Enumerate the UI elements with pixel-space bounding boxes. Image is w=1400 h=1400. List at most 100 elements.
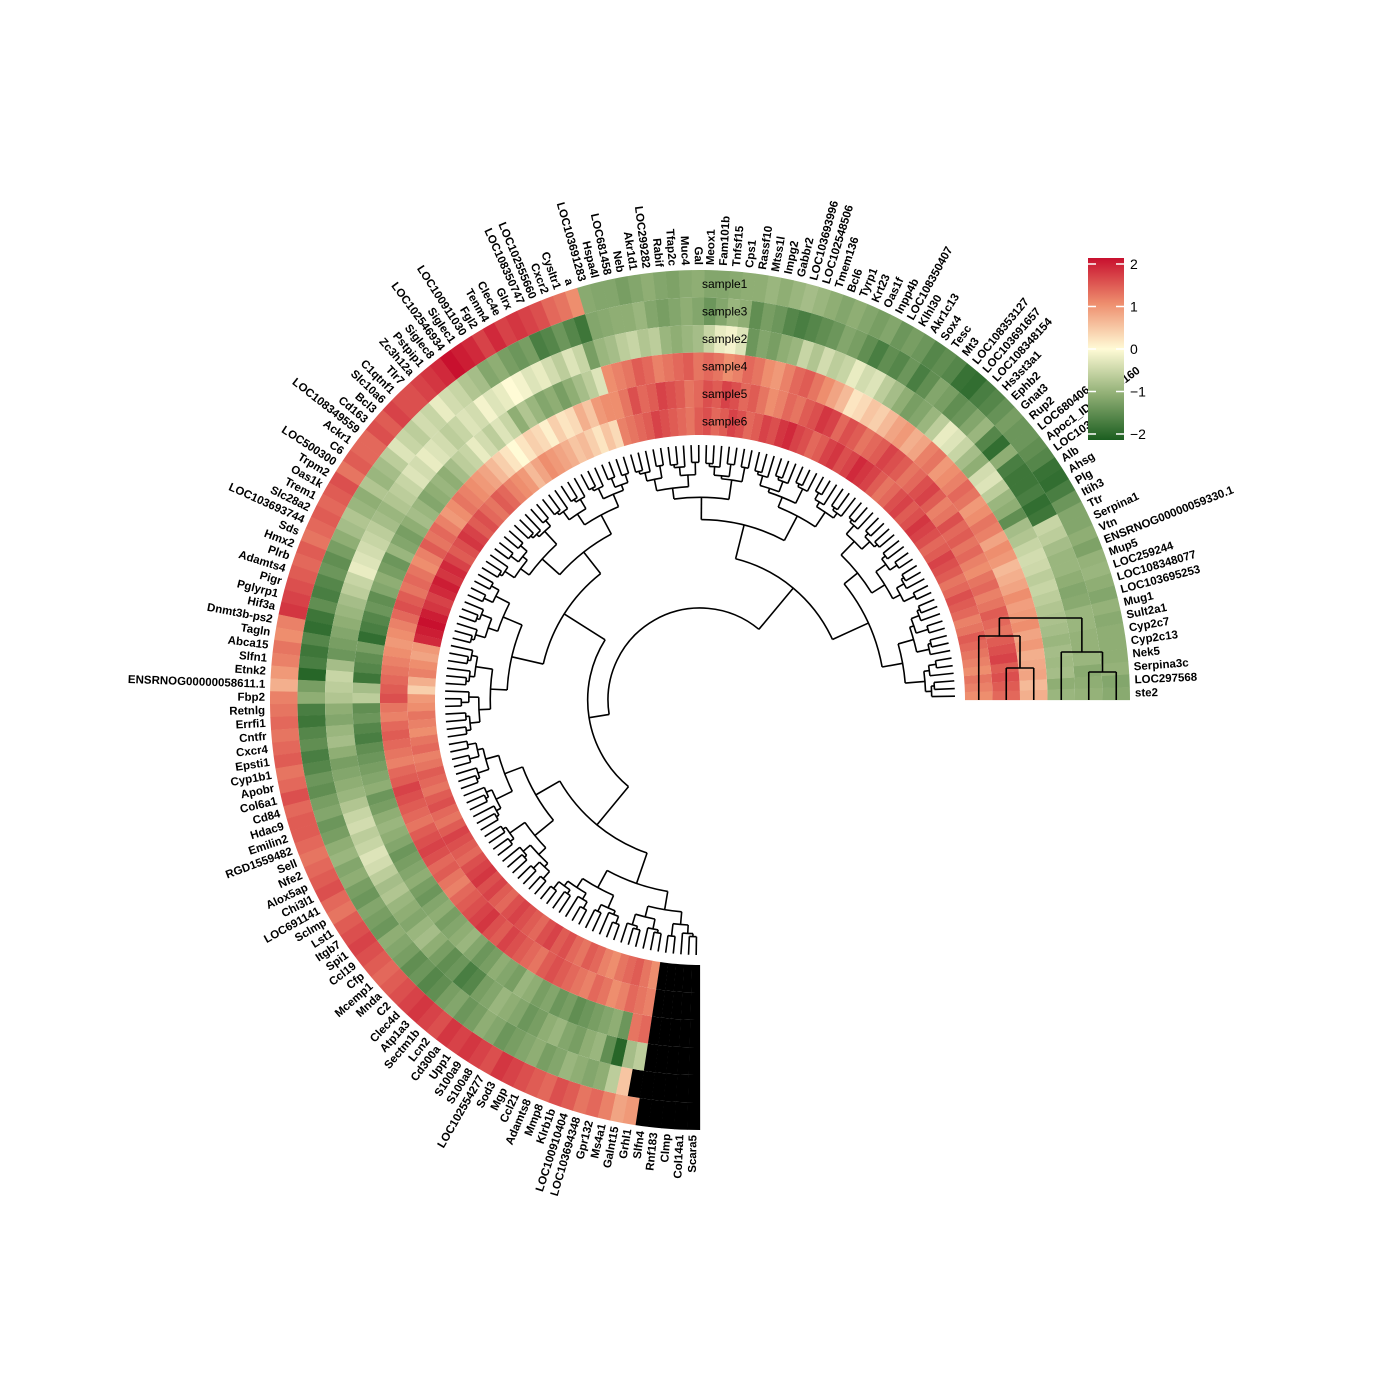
heatmap-cell (411, 411, 439, 439)
dendrogram-branch (607, 895, 615, 909)
heatmap-cell (546, 414, 568, 444)
heatmap-cell (963, 503, 993, 528)
heatmap-cell (400, 950, 429, 978)
gene-label: Fbp2 (237, 692, 265, 704)
heatmap-cell (478, 1045, 504, 1076)
heatmap-cell (599, 393, 617, 423)
heatmap-cell (931, 557, 960, 578)
heatmap-cell (283, 799, 314, 820)
gene-label: Neb (610, 250, 626, 274)
dendrogram-branch (506, 624, 523, 691)
heatmap-cell (772, 389, 789, 419)
dendrogram-branch (448, 740, 468, 746)
heatmap-cell (1008, 526, 1038, 549)
heatmap-cell (540, 296, 563, 327)
gene-label: Gal (692, 246, 704, 265)
gene-label: Slfn4 (632, 1130, 648, 1160)
dendrogram-branch (453, 761, 471, 768)
gene-label: Col14a1 (672, 1134, 686, 1179)
heatmap-cell (432, 860, 461, 884)
heatmap-cell (270, 691, 298, 705)
dendrogram-branch (469, 721, 480, 724)
dendrogram-branch (634, 929, 641, 947)
heatmap-cell (428, 521, 458, 545)
heatmap-cell (752, 273, 769, 303)
heatmap-cell (627, 1012, 643, 1042)
heatmap-cell (829, 413, 851, 442)
heatmap-cell (663, 1073, 678, 1102)
heatmap-cell (679, 1019, 691, 1048)
heatmap-cell (487, 882, 514, 908)
dendrogram-branch (523, 854, 528, 858)
heatmap-cell (923, 377, 951, 407)
heatmap-cell (734, 326, 749, 356)
heatmap-cell (421, 780, 451, 798)
heatmap-cell (299, 643, 329, 659)
heatmap-cell (381, 551, 411, 573)
heatmap-cell (592, 337, 611, 368)
heatmap-cell (470, 470, 497, 497)
heatmap-cell (434, 810, 463, 831)
heatmap-cell (788, 424, 806, 453)
dendrogram-branch (620, 922, 629, 943)
dendrogram-branch (535, 780, 561, 796)
dendrogram-branch (480, 819, 499, 831)
dendrogram-branch (892, 593, 901, 600)
dendrogram-branch (527, 532, 534, 539)
heatmap-cell (527, 914, 551, 942)
dendrogram-branch (490, 688, 508, 691)
heatmap-cell (874, 443, 899, 471)
heatmap-cell (1002, 416, 1032, 444)
gene-label: Etnk2 (234, 664, 266, 678)
heatmap-cell (883, 415, 908, 444)
heatmap-cell (340, 920, 371, 947)
heatmap-cell (299, 845, 330, 868)
heatmap-cell (712, 352, 725, 381)
heatmap-cell (607, 1008, 625, 1038)
heatmap-cell (324, 835, 355, 857)
gene-label: Cxcr4 (235, 744, 269, 760)
heatmap-cell (806, 372, 826, 402)
dendrogram-branch (875, 563, 887, 573)
dendrogram-branch (821, 480, 831, 496)
dendrogram-branch (935, 657, 952, 662)
dendrogram-branch (576, 878, 584, 888)
dendrogram-branch (539, 885, 552, 900)
heatmap-cell (584, 311, 604, 341)
dendrogram-branch (881, 662, 903, 668)
heatmap-cell (472, 509, 500, 534)
heatmap-cell (302, 759, 332, 777)
dendrogram-branch (721, 477, 743, 483)
gene-label: ste2 (1135, 687, 1158, 699)
dendrogram-branch (451, 754, 470, 761)
heatmap-cell (478, 980, 504, 1010)
heatmap-cell (940, 355, 968, 385)
heatmap-cell (527, 946, 550, 975)
heatmap-cell (303, 619, 333, 637)
dendrogram-branch (522, 555, 528, 561)
heatmap-cell (967, 569, 996, 589)
dendrogram-branch (674, 465, 685, 469)
heatmap-cell (974, 521, 1004, 544)
heatmap-cell (637, 1014, 653, 1044)
heatmap-cell (450, 450, 478, 478)
heatmap-cell (347, 930, 378, 958)
heatmap-cell (950, 535, 980, 558)
heatmap-cell (834, 294, 856, 325)
heatmap-cell (652, 271, 668, 300)
heatmap-cell (417, 837, 447, 860)
heatmap-cell (867, 403, 891, 433)
heatmap-cell (449, 342, 477, 373)
heatmap-cell (538, 419, 560, 448)
dendrogram-branch (487, 627, 498, 632)
heatmap-cell (535, 1042, 558, 1073)
heatmap-cell (1005, 597, 1035, 615)
heatmap-cell (963, 560, 993, 581)
heatmap-cell (621, 1039, 638, 1069)
heatmap-cell (615, 1066, 633, 1097)
heatmap-cell (822, 290, 844, 321)
heatmap-cell (524, 1067, 548, 1098)
heatmap-cell (492, 1021, 517, 1052)
heatmap-cell (590, 366, 609, 397)
heatmap-cell (418, 773, 448, 790)
